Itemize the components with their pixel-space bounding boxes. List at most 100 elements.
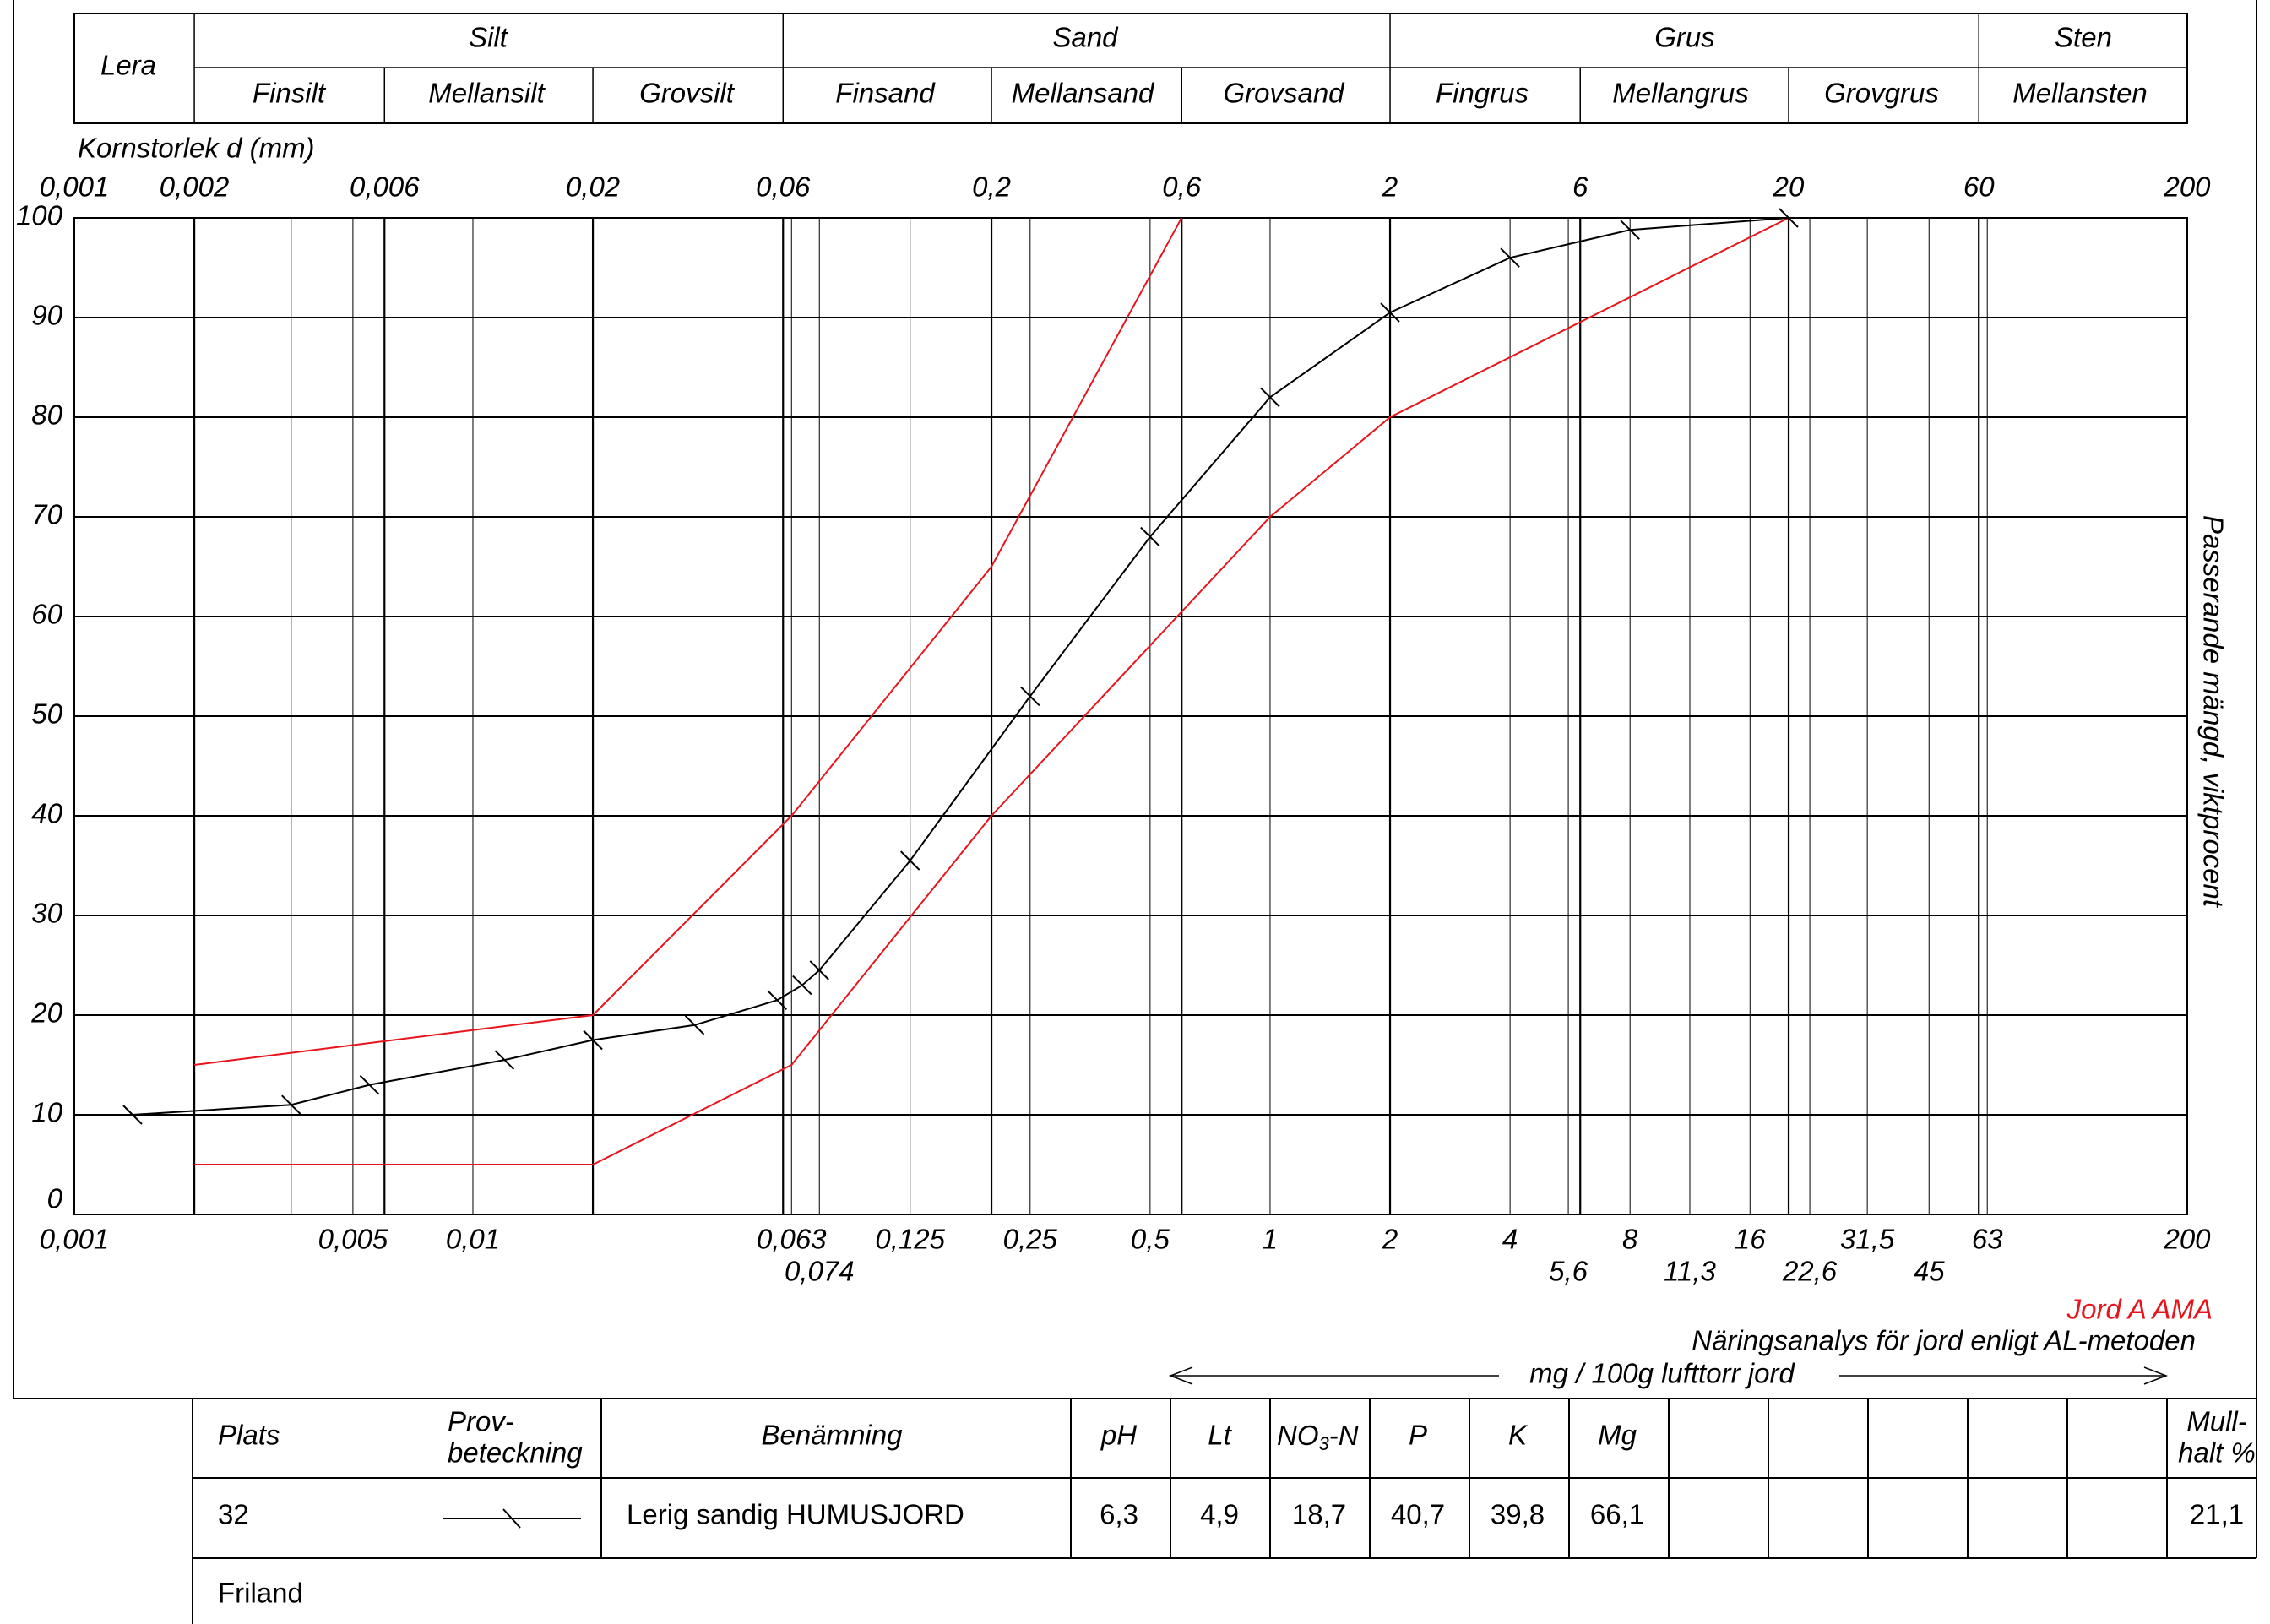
top-tick-label: 0,002 <box>160 171 230 203</box>
data-point-marker <box>900 850 920 871</box>
bottom-tick-label: 0,063 <box>757 1224 827 1255</box>
header-grovsand: Grovsand <box>1223 78 1345 109</box>
series-line-sample <box>132 217 1789 1116</box>
header-mellangrus: Mellangrus <box>1612 78 1748 109</box>
th-no3: NO3-N <box>1277 1420 1359 1454</box>
bottom-tick-label: 4 <box>1502 1224 1518 1255</box>
td-prov-symbol-tick <box>502 1508 521 1529</box>
data-point-marker <box>281 1094 301 1115</box>
td-benamning: Lerig sandig HUMUSJORD <box>627 1499 964 1530</box>
data-point-marker <box>1020 686 1040 707</box>
y-tick-label: 30 <box>31 898 62 929</box>
th-prov-line1: Prov- <box>448 1406 514 1437</box>
series-lines <box>122 208 1799 1165</box>
data-point-marker <box>494 1050 515 1070</box>
bottom-tick-label: 200 <box>2163 1224 2211 1255</box>
bottom-tick-label: 0,074 <box>785 1256 855 1287</box>
bottom-tick-label: 0,005 <box>318 1224 388 1255</box>
header-grus: Grus <box>1654 22 1715 53</box>
bottom-tick-label: 11,3 <box>1664 1256 1716 1287</box>
y-tick-labels: 0 10 20 30 40 50 60 70 80 90 100 <box>16 200 63 1214</box>
table-lines <box>192 1399 2257 1624</box>
data-point-marker <box>792 975 812 996</box>
analysis-table: Plats Prov- beteckning Benämning pH Lt N… <box>192 1399 2257 1624</box>
bottom-tick-label: 8 <box>1622 1224 1638 1255</box>
y-tick-label: 10 <box>31 1097 62 1128</box>
series-line-ama-limit-0 <box>193 217 1183 1066</box>
legend-jord-a-ama: Jord A AMA <box>2066 1294 2213 1325</box>
bottom-tick-label: 2 <box>1382 1224 1398 1255</box>
chart-frame <box>13 0 2257 1399</box>
header-mellansten: Mellansten <box>2012 78 2148 109</box>
top-tick-label: 0,2 <box>972 171 1011 203</box>
th-lt: Lt <box>1208 1420 1232 1451</box>
th-plats: Plats <box>218 1420 280 1451</box>
bottom-tick-label: 0,125 <box>875 1224 945 1255</box>
top-tick-label: 2 <box>1382 171 1398 203</box>
bottom-tick-label: 16 <box>1735 1224 1766 1255</box>
data-point-marker <box>809 960 829 980</box>
header-lera: Lera <box>100 50 156 81</box>
th-benamning: Benämning <box>762 1420 904 1451</box>
th-k: K <box>1508 1420 1529 1451</box>
y-tick-label: 100 <box>16 200 63 231</box>
top-tick-labels: 0,001 0,002 0,006 0,02 0,06 0,2 0,6 2 6 20 60 200 <box>40 171 2211 203</box>
header-grovgrus: Grovgrus <box>1824 78 1939 109</box>
header-fingrus: Fingrus <box>1436 78 1529 109</box>
data-point-marker <box>1380 302 1400 323</box>
top-tick-label: 6 <box>1572 171 1588 203</box>
bottom-tick-label: 31,5 <box>1840 1224 1895 1255</box>
th-mg: Mg <box>1598 1420 1637 1451</box>
legend-area: Jord A AMA Näringsanalys för jord enligt… <box>1168 1294 2213 1389</box>
th-prov-line2: beteckning <box>448 1437 583 1469</box>
top-tick-label: 200 <box>2163 171 2211 203</box>
th-no3-sub: 3 <box>1319 1433 1330 1454</box>
series-line-ama-limit-1 <box>194 217 1789 1165</box>
data-point-marker <box>1500 247 1520 268</box>
th-p: P <box>1409 1420 1427 1451</box>
bottom-tick-label: 0,25 <box>1003 1224 1058 1255</box>
bottom-tick-label: 0,01 <box>446 1224 500 1255</box>
th-no3-main: NO <box>1277 1420 1319 1451</box>
top-tick-label: 0,02 <box>566 171 620 203</box>
plot-frame <box>73 217 2188 1215</box>
top-tick-label: 0,6 <box>1162 171 1202 203</box>
axis-labels: Kornstorlek d (mm) Passerande mängd, vik… <box>16 133 2229 1287</box>
bottom-tick-label: 45 <box>1914 1256 1945 1287</box>
td-mg: 66,1 <box>1590 1499 1644 1530</box>
th-mull-line1: Mull- <box>2186 1406 2247 1437</box>
data-point-marker <box>1260 387 1280 408</box>
data-point-marker <box>122 1105 143 1125</box>
th-mull-line2: halt % <box>2178 1437 2256 1469</box>
chart-grid <box>74 217 2187 1215</box>
td-k: 39,8 <box>1491 1499 1545 1530</box>
bottom-tick-label: 0,001 <box>40 1224 110 1255</box>
header-box <box>73 13 2188 124</box>
unit-arrow-left-head <box>1168 1366 1193 1385</box>
top-tick-label: 0,006 <box>350 171 420 203</box>
bottom-tick-label: 22,6 <box>1782 1256 1838 1287</box>
header-sten: Sten <box>2055 22 2112 53</box>
unit-label: mg / 100g lufttorr jord <box>1529 1358 1795 1389</box>
y-tick-label: 50 <box>31 698 62 730</box>
unit-arrow-right-head <box>2143 1366 2169 1385</box>
header-mellansand: Mellansand <box>1012 78 1155 109</box>
y-tick-label: 0 <box>47 1183 63 1214</box>
top-tick-label: 0,001 <box>40 171 110 203</box>
top-tick-label: 20 <box>1773 171 1805 203</box>
td-lt: 4,9 <box>1200 1499 1239 1530</box>
bottom-tick-label: 1 <box>1263 1224 1278 1255</box>
data-point-marker <box>1779 208 1799 228</box>
header-finsilt: Finsilt <box>253 78 327 109</box>
th-ph: pH <box>1100 1420 1137 1451</box>
header-mellansilt: Mellansilt <box>428 78 546 109</box>
y-tick-label: 80 <box>31 399 62 431</box>
y-tick-label: 40 <box>31 798 62 829</box>
y-tick-label: 20 <box>30 997 62 1029</box>
legend-naringsanalys: Näringsanalys för jord enligt AL-metoden <box>1692 1325 2196 1356</box>
data-point-marker <box>359 1074 380 1095</box>
bottom-tick-label: 63 <box>1972 1224 2003 1255</box>
y-tick-label: 90 <box>31 300 62 331</box>
